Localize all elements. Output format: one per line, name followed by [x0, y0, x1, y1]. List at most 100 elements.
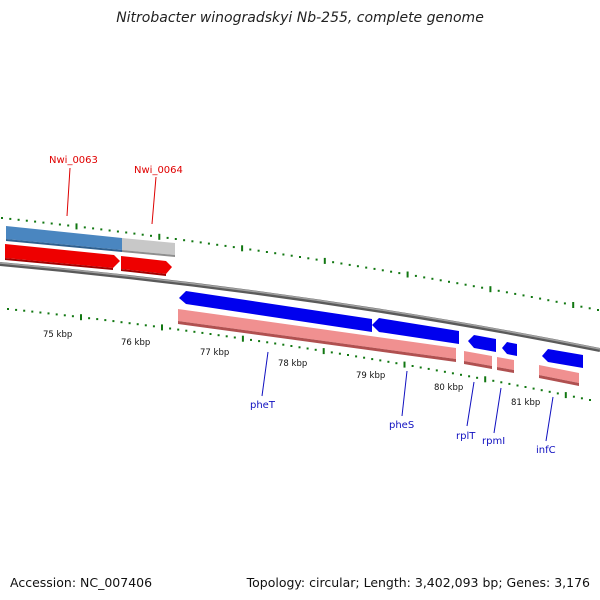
- gene-label-infc: infC: [536, 445, 556, 456]
- kbp-labels: 75 kbp 76 kbp 77 kbp 78 kbp 79 kbp 80 kb…: [43, 330, 540, 408]
- gene-arrow-rplt: [468, 335, 496, 352]
- minor-tick: [191, 240, 194, 243]
- minor-tick: [530, 296, 533, 298]
- gene-arrow-phes: [372, 318, 459, 344]
- minor-tick: [460, 373, 462, 376]
- minor-tick: [363, 356, 366, 359]
- minor-tick: [258, 340, 261, 343]
- minor-tick: [395, 362, 398, 365]
- major-tick: [241, 245, 244, 252]
- minor-tick: [298, 346, 301, 349]
- minor-tick: [448, 280, 450, 283]
- minor-tick: [152, 325, 155, 328]
- minor-tick: [169, 327, 172, 330]
- minor-tick: [381, 269, 384, 272]
- minor-tick: [116, 230, 119, 233]
- minor-tick: [266, 341, 269, 344]
- minor-tick: [1, 217, 3, 219]
- minor-tick: [100, 228, 103, 231]
- minor-tick: [497, 289, 500, 292]
- minor-tick: [505, 291, 508, 294]
- minor-tick: [423, 276, 426, 279]
- minor-tick: [225, 335, 228, 338]
- minor-tick: [274, 342, 277, 345]
- minor-tick: [431, 277, 434, 280]
- kbp-label: 75 kbp: [43, 330, 72, 340]
- minor-tick: [17, 218, 20, 221]
- minor-tick: [508, 382, 511, 385]
- gc-content-bar: [6, 226, 175, 257]
- minor-tick: [532, 387, 535, 390]
- minor-tick: [58, 223, 61, 226]
- map-title: Nitrobacter winogradskyi Nb-255, complet…: [116, 10, 484, 26]
- minor-tick: [439, 279, 442, 282]
- minor-tick: [387, 360, 390, 363]
- major-tick: [564, 392, 567, 399]
- minor-tick: [250, 338, 252, 341]
- minor-tick: [92, 227, 95, 230]
- minor-tick: [133, 232, 136, 235]
- minor-tick: [96, 318, 99, 321]
- minor-tick: [216, 243, 219, 246]
- minor-tick: [290, 254, 293, 257]
- minor-tick: [199, 241, 202, 244]
- minor-tick: [31, 310, 34, 313]
- minor-tick: [282, 253, 285, 256]
- minor-tick: [539, 297, 542, 300]
- label-leaders: [66, 167, 554, 442]
- minor-tick: [443, 370, 446, 373]
- minor-tick: [232, 246, 235, 249]
- minor-tick: [125, 231, 128, 234]
- kbp-label: 76 kbp: [121, 338, 150, 348]
- minor-tick: [563, 302, 566, 305]
- minor-tick: [411, 365, 414, 367]
- minor-tick: [50, 222, 53, 225]
- minor-tick: [39, 311, 42, 314]
- minor-tick: [464, 283, 467, 286]
- minor-tick: [547, 299, 550, 302]
- minor-tick: [500, 381, 503, 384]
- minor-tick: [330, 351, 333, 354]
- minor-tick: [193, 330, 196, 333]
- minor-tick: [290, 345, 293, 347]
- minor-tick: [224, 244, 227, 247]
- minor-tick: [83, 226, 86, 229]
- minor-tick: [373, 267, 376, 270]
- minor-tick: [42, 221, 45, 224]
- minor-tick: [556, 392, 559, 395]
- kbp-label: 77 kbp: [200, 348, 229, 358]
- minor-tick: [365, 266, 368, 269]
- minor-tick: [136, 323, 139, 326]
- minor-tick: [15, 308, 18, 311]
- gene-label-nwi-0063: Nwi_0063: [49, 155, 98, 166]
- minor-tick: [150, 234, 152, 237]
- minor-tick: [332, 261, 335, 264]
- gene-label-rplt: rplT: [456, 431, 476, 442]
- major-tick: [403, 361, 406, 368]
- minor-tick: [307, 257, 310, 260]
- minor-tick: [347, 354, 349, 356]
- major-tick: [489, 286, 492, 293]
- minor-tick: [201, 331, 204, 334]
- kbp-label: 79 kbp: [356, 371, 385, 381]
- minor-tick: [524, 386, 527, 388]
- minor-tick: [555, 300, 558, 303]
- major-tick: [161, 324, 163, 331]
- minor-tick: [63, 314, 66, 317]
- reverse-cds-track: [179, 291, 583, 368]
- gene-arrow-nwi-0064: [121, 256, 172, 274]
- major-tick: [406, 271, 409, 278]
- minor-tick: [580, 397, 583, 400]
- minor-tick: [209, 333, 212, 335]
- minor-tick: [257, 249, 260, 252]
- minor-tick: [456, 282, 459, 285]
- gene-arrow-infc: [542, 349, 583, 368]
- minor-tick: [340, 262, 343, 265]
- minor-tick: [514, 292, 517, 295]
- minor-tick: [338, 352, 341, 355]
- minor-tick: [104, 319, 107, 322]
- minor-tick: [249, 248, 252, 251]
- minor-tick: [23, 309, 26, 312]
- minor-tick: [476, 376, 479, 379]
- minor-tick: [371, 358, 374, 361]
